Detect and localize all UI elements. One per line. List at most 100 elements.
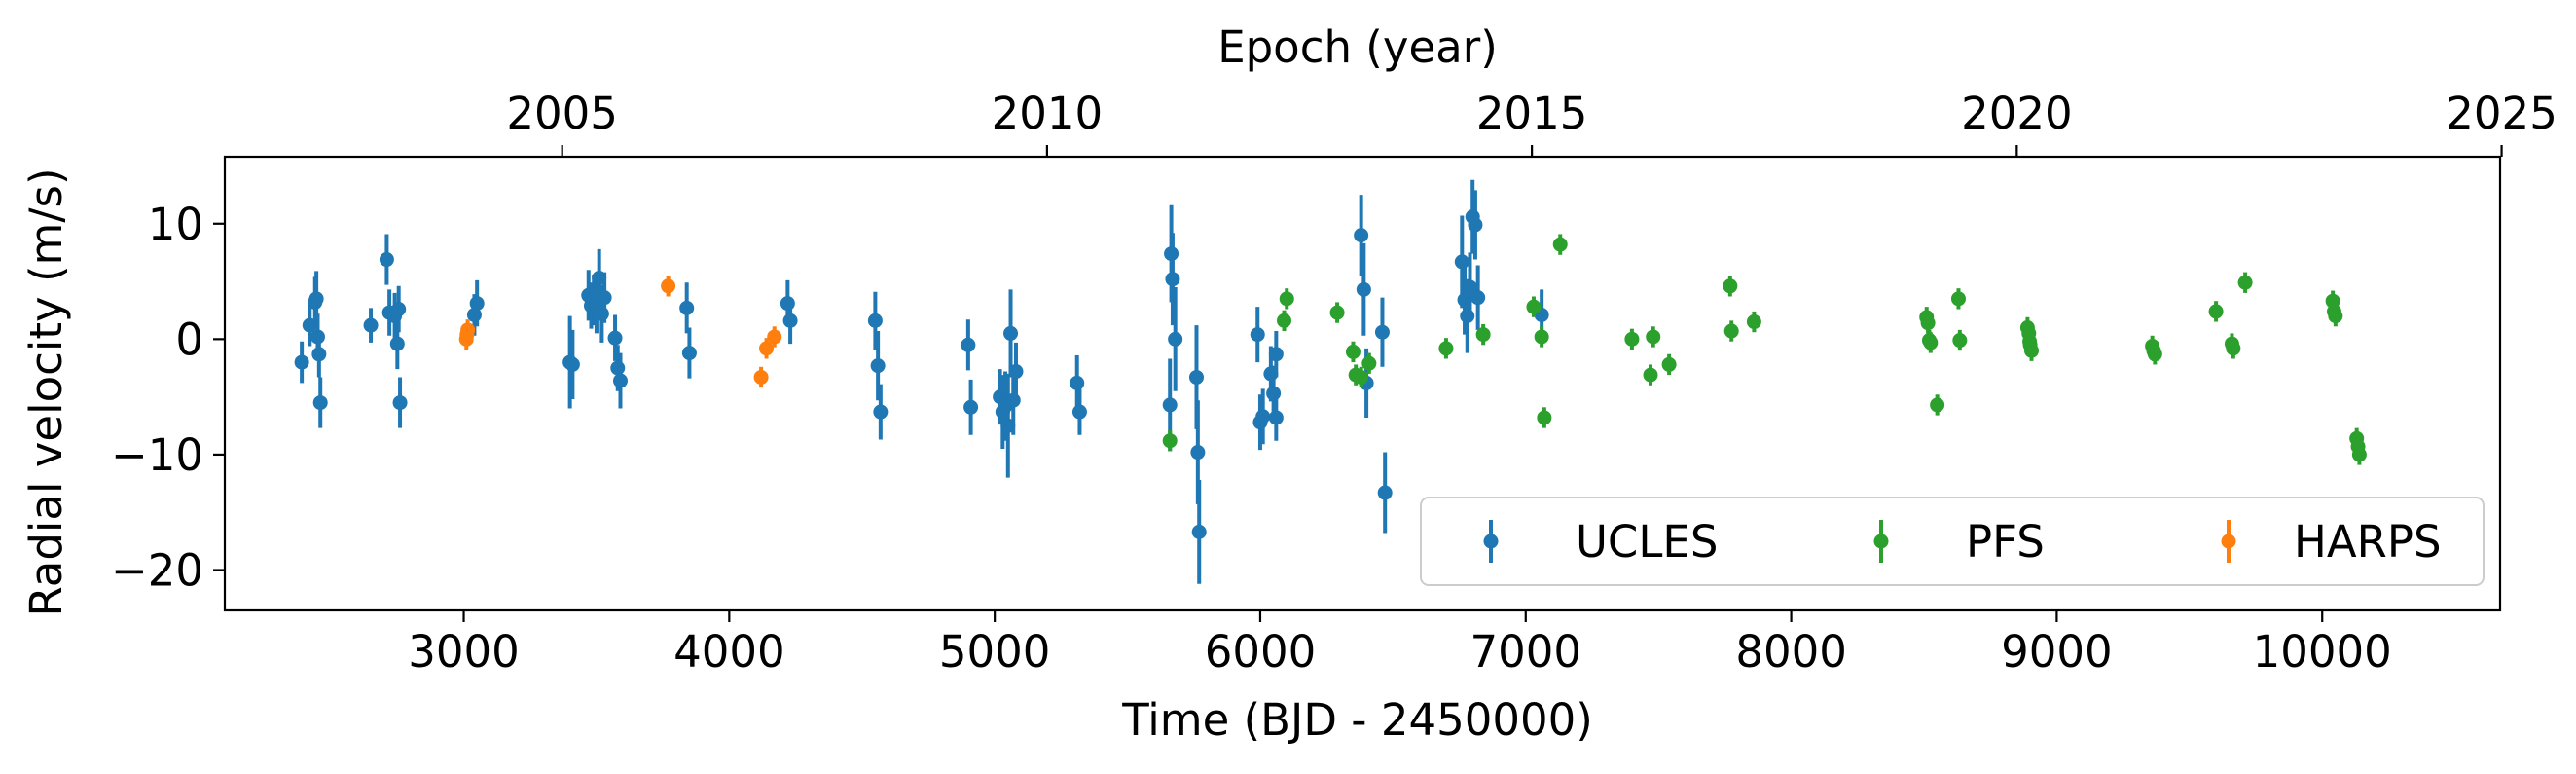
data-point	[867, 313, 883, 328]
data-point	[753, 369, 769, 385]
data-point	[1191, 524, 1207, 539]
data-point	[1165, 272, 1180, 287]
data-point	[1071, 404, 1087, 420]
data-point	[1534, 329, 1549, 345]
data-point	[2147, 347, 2162, 362]
data-point	[1279, 291, 1294, 307]
data-point	[1003, 325, 1019, 341]
data-point	[1930, 397, 1945, 413]
y-axis-title: Radial velocity (m/s)	[20, 167, 72, 616]
x-axis-title: Time (BJD - 2450000)	[1121, 694, 1593, 746]
top-x-tick-label: 2015	[1476, 88, 1588, 139]
series-pfs	[1162, 234, 2367, 465]
data-point	[612, 373, 628, 388]
data-point	[1377, 485, 1393, 500]
data-point	[1356, 281, 1371, 297]
top-x-tick-label: 2005	[506, 88, 618, 139]
data-point	[1462, 279, 1477, 295]
axes-layer: 3000 4000 5000 6000 7000 8000 9000 10000 2005 201…	[111, 88, 2558, 678]
data-point	[1354, 228, 1369, 243]
x-tick-label: 8000	[1735, 626, 1847, 678]
data-point	[2351, 447, 2367, 462]
data-point	[1643, 367, 1658, 383]
data-point	[2237, 275, 2253, 290]
data-point	[1250, 327, 1265, 343]
y-tick-label: −20	[111, 544, 203, 596]
legend-marker	[2221, 534, 2236, 549]
data-point	[1438, 341, 1454, 356]
series-harps	[458, 276, 782, 388]
data-point	[961, 337, 976, 352]
data-point	[1168, 331, 1183, 347]
data-point	[1266, 386, 1282, 401]
top-x-tick-label: 2010	[992, 88, 1104, 139]
data-point	[1255, 409, 1271, 424]
data-point	[1470, 290, 1486, 306]
data-point	[1723, 278, 1738, 294]
data-point	[610, 360, 626, 376]
data-point	[469, 296, 485, 312]
data-point	[2328, 309, 2343, 324]
data-point	[1646, 329, 1661, 345]
data-point	[1624, 331, 1640, 347]
data-point	[1354, 369, 1369, 385]
x-tick-label: 9000	[2001, 626, 2113, 678]
data-point	[1468, 217, 1483, 233]
data-point	[1475, 327, 1491, 343]
data-point	[311, 347, 327, 362]
data-point	[312, 395, 328, 411]
data-point	[2208, 304, 2224, 319]
data-point	[759, 341, 775, 356]
data-point	[1460, 309, 1475, 324]
y-tick-label: −10	[111, 429, 203, 481]
legend-label: PFS	[1966, 516, 2045, 568]
data-point	[294, 354, 309, 370]
legend-marker	[1873, 534, 1889, 549]
data-point	[679, 300, 695, 315]
data-point	[1277, 313, 1292, 328]
data-point	[1162, 433, 1178, 449]
legend-label: HARPS	[2294, 516, 2442, 568]
data-point	[1329, 305, 1345, 320]
data-point	[873, 404, 889, 420]
data-point	[564, 356, 580, 372]
data-point	[1952, 333, 1968, 349]
data-layer	[294, 179, 2367, 584]
data-point	[1361, 355, 1377, 371]
data-point	[460, 322, 476, 338]
series-ucles	[294, 179, 1549, 584]
data-point	[607, 330, 623, 346]
data-point	[1268, 347, 1284, 362]
data-point	[1552, 237, 1568, 252]
data-point	[963, 399, 979, 415]
data-point	[1268, 410, 1284, 425]
data-point	[392, 395, 408, 411]
data-point	[597, 290, 612, 306]
top-x-tick-label: 2025	[2446, 88, 2558, 139]
legend: UCLES PFS HARPS	[1420, 497, 2485, 586]
x-tick-label: 10000	[2253, 626, 2392, 678]
data-point	[1661, 356, 1677, 372]
x-tick-label: 6000	[1205, 626, 1317, 678]
legend-box	[1420, 497, 2485, 586]
data-point	[1454, 254, 1469, 270]
data-point	[1070, 375, 1085, 390]
data-point	[1920, 315, 1936, 331]
data-point	[1537, 410, 1552, 425]
x-tick-label: 4000	[673, 626, 785, 678]
data-point	[767, 329, 782, 345]
data-point	[1008, 364, 1024, 380]
data-point	[870, 358, 886, 374]
x-tick-label: 7000	[1470, 626, 1582, 678]
data-point	[1923, 335, 1939, 350]
top-x-tick-label: 2020	[1961, 88, 2073, 139]
data-point	[1374, 324, 1390, 340]
data-point	[2226, 341, 2241, 356]
data-point	[1526, 299, 1542, 314]
data-point	[1005, 392, 1021, 408]
data-point	[379, 252, 394, 268]
top-x-axis-title: Epoch (year)	[1217, 21, 1498, 73]
data-point	[363, 317, 379, 333]
data-point	[594, 306, 609, 321]
